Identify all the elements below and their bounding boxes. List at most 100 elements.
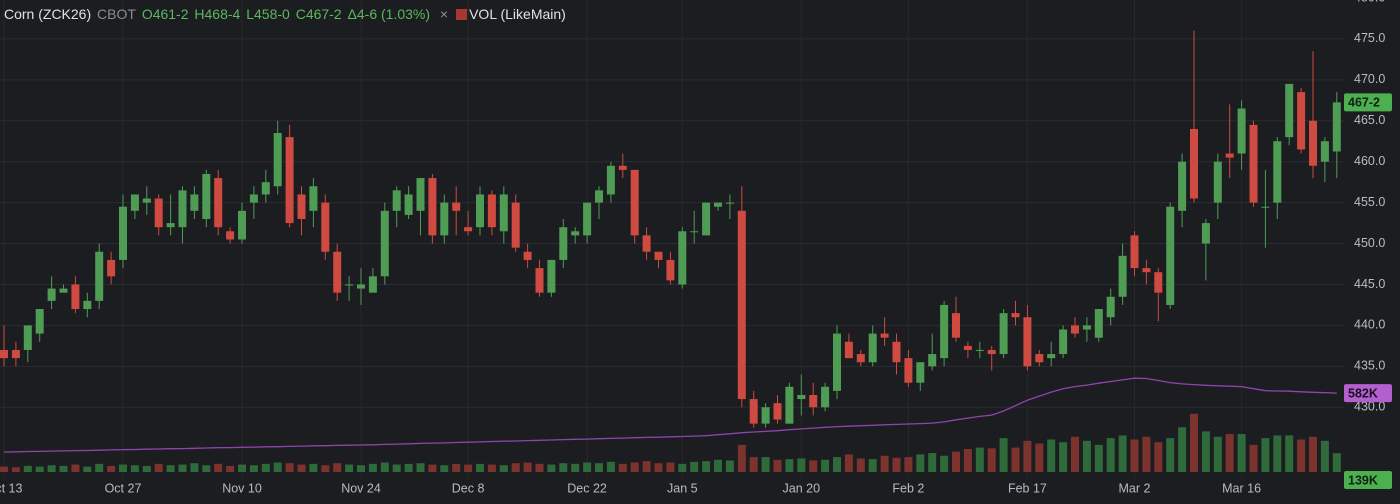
volume-bar bbox=[1261, 438, 1270, 472]
volume-bar bbox=[130, 465, 139, 472]
candle-body bbox=[797, 394, 806, 400]
candle-body bbox=[321, 202, 330, 252]
candle-body bbox=[642, 235, 651, 252]
volume-bar bbox=[1154, 442, 1163, 472]
candle-body bbox=[773, 403, 782, 420]
candle-body bbox=[1237, 108, 1246, 154]
y-tick-label: 430.0 bbox=[1354, 400, 1385, 414]
candle-body bbox=[1332, 102, 1341, 152]
volume-bar bbox=[380, 462, 389, 472]
candle-body bbox=[119, 206, 127, 260]
candle-body bbox=[856, 354, 865, 363]
volume-bar bbox=[737, 444, 746, 472]
volume-bar bbox=[440, 465, 449, 472]
candle-body bbox=[35, 309, 44, 334]
last-price-label: 467-2 bbox=[1348, 96, 1380, 110]
volume-bar bbox=[345, 464, 354, 472]
y-tick-label: 450.0 bbox=[1354, 236, 1385, 250]
volume-bar bbox=[249, 465, 258, 472]
candle-body bbox=[678, 231, 687, 285]
close-study-button[interactable]: × bbox=[439, 6, 449, 22]
volume-bar bbox=[1273, 435, 1282, 472]
volume-bar bbox=[464, 464, 473, 472]
volume-bar bbox=[1237, 434, 1246, 472]
volume-bar bbox=[273, 462, 282, 472]
candle-body bbox=[202, 173, 211, 219]
volume-bar bbox=[142, 465, 151, 472]
y-tick-label: 465.0 bbox=[1354, 113, 1385, 127]
volume-bar bbox=[1047, 439, 1056, 472]
volume-bar bbox=[1035, 443, 1044, 472]
volume-bar bbox=[23, 465, 32, 472]
grid bbox=[0, 0, 1344, 478]
candle-body bbox=[833, 333, 841, 391]
y-tick-label: 480.0 bbox=[1354, 0, 1385, 4]
candle-body bbox=[238, 210, 246, 240]
x-tick-label: Oct 13 bbox=[0, 481, 22, 495]
volume-bar bbox=[702, 461, 711, 472]
candle-body bbox=[749, 399, 758, 424]
candle-body bbox=[714, 202, 722, 207]
volume-bar bbox=[261, 463, 270, 472]
volume-bar bbox=[35, 466, 44, 472]
volume-bar bbox=[178, 464, 187, 472]
candle-body bbox=[142, 198, 151, 203]
candle-body bbox=[166, 223, 175, 228]
last-price-label-box bbox=[1344, 93, 1392, 112]
volume-bar bbox=[321, 465, 330, 472]
volume-bar bbox=[821, 459, 830, 472]
candle-body bbox=[963, 345, 972, 350]
x-tick-label: Feb 2 bbox=[892, 481, 924, 495]
symbol: Corn (ZCK26) bbox=[4, 6, 92, 22]
candle-body bbox=[547, 259, 556, 293]
candles bbox=[0, 30, 1341, 428]
candle-body bbox=[0, 349, 8, 359]
candle-body bbox=[428, 178, 437, 236]
volume-bar bbox=[11, 467, 20, 472]
candle-body bbox=[1261, 206, 1270, 208]
volume-bar bbox=[904, 457, 913, 472]
ohlc-value: L458-0 bbox=[246, 6, 290, 22]
volume-bar bbox=[1297, 439, 1306, 472]
volume-bar bbox=[1213, 436, 1222, 472]
candle-body bbox=[47, 288, 56, 301]
volume-bar bbox=[285, 463, 294, 472]
volume-bar bbox=[1190, 413, 1198, 472]
volume-bar bbox=[928, 453, 937, 472]
candle-body bbox=[1142, 268, 1151, 273]
volume-bar bbox=[59, 465, 68, 472]
candle-body bbox=[95, 251, 104, 301]
candle-body bbox=[190, 194, 199, 211]
candle-body bbox=[476, 194, 484, 228]
volume-bar bbox=[571, 463, 580, 472]
x-tick-label: Oct 27 bbox=[105, 481, 142, 495]
volume-bar bbox=[1106, 438, 1115, 472]
candle-body bbox=[940, 304, 949, 359]
volume-bar bbox=[71, 464, 80, 472]
ohlc-value: O461-2 bbox=[141, 6, 189, 22]
volume-bar bbox=[666, 462, 675, 472]
volume-bar bbox=[1059, 442, 1068, 472]
volume-bar bbox=[916, 454, 925, 472]
y-tick-label: 440.0 bbox=[1354, 318, 1385, 332]
candle-body bbox=[1059, 329, 1068, 355]
candle-body bbox=[1011, 313, 1020, 318]
volume-bar bbox=[606, 461, 615, 472]
candle-body bbox=[285, 137, 294, 224]
volume-bar bbox=[797, 458, 806, 472]
volume-bar bbox=[107, 465, 116, 472]
volume-bar bbox=[1142, 436, 1151, 472]
volume-bar bbox=[297, 464, 306, 472]
candle-body bbox=[380, 210, 389, 277]
volume-bar bbox=[654, 463, 663, 472]
candle-body bbox=[368, 276, 377, 293]
x-tick-label: Dec 8 bbox=[452, 481, 485, 495]
volume-bar bbox=[0, 466, 8, 472]
volume-bar bbox=[1285, 435, 1294, 472]
axes: 430.0 435.0 440.0 445.0 450.0 455.0 460.0 465.0… bbox=[0, 0, 1392, 495]
candle-body bbox=[1094, 309, 1103, 338]
volume-bar bbox=[987, 448, 996, 472]
candle-body bbox=[23, 325, 32, 350]
volume-bar bbox=[809, 460, 818, 472]
